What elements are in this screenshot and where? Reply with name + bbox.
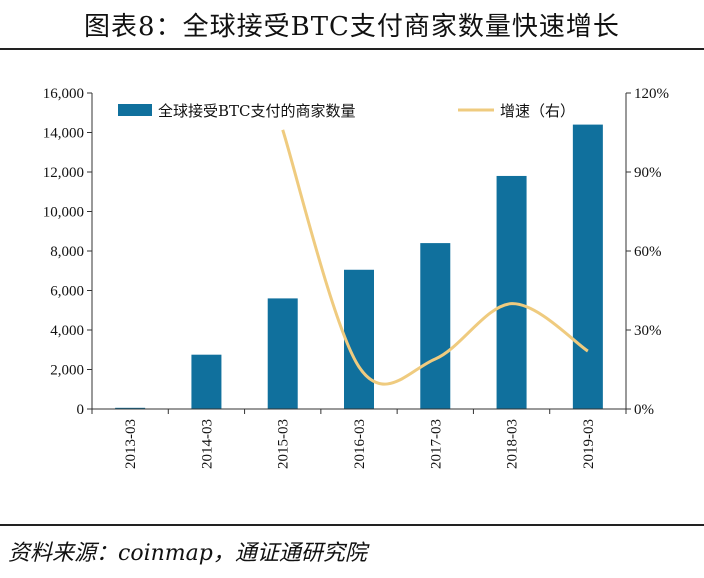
left-tick-label: 12,000 (43, 165, 84, 181)
x-tick-label: 2018-03 (505, 419, 521, 469)
title-divider (0, 48, 704, 50)
left-tick-label: 10,000 (43, 205, 84, 221)
right-tick-label: 0% (634, 402, 654, 418)
legend-bar-swatch (118, 104, 152, 116)
footer-divider (0, 524, 704, 526)
bar (115, 407, 146, 409)
legend-line-label: 增速（右） (500, 102, 575, 120)
x-tick-label: 2013-03 (123, 419, 139, 469)
x-tick-label: 2017-03 (428, 419, 444, 469)
bar (267, 298, 298, 409)
x-tick-label: 2019-03 (581, 419, 597, 469)
x-tick-label: 2015-03 (276, 419, 292, 469)
x-tick-label: 2014-03 (199, 419, 215, 469)
right-tick-label: 60% (634, 244, 662, 260)
bar (344, 269, 374, 409)
x-tick-label: 2016-03 (352, 419, 368, 469)
left-tick-label: 0 (77, 402, 85, 418)
chart: 0 2,000 4,000 6,000 8,000 10,000 12,000 14,000 1… (43, 86, 669, 469)
figure-title: 图表8：全球接受BTC支付商家数量快速增长 (84, 12, 620, 42)
right-tick-label: 30% (634, 323, 662, 339)
bar (420, 243, 451, 409)
bar (572, 124, 603, 409)
right-tick-label: 120% (634, 86, 669, 102)
left-tick-label: 16,000 (43, 86, 84, 102)
legend-bar-label: 全球接受BTC支付的商家数量 (158, 102, 356, 120)
growth-series-line (281, 129, 589, 386)
bar (191, 354, 222, 409)
left-tick-label: 8,000 (50, 244, 84, 260)
left-tick-label: 6,000 (50, 284, 84, 300)
left-tick-label: 14,000 (43, 126, 84, 142)
left-tick-label: 2,000 (50, 363, 84, 379)
bar (496, 175, 527, 409)
source-note: 资料来源：coinmap，通证通研究院 (8, 541, 367, 566)
left-tick-label: 4,000 (50, 323, 84, 339)
right-tick-label: 90% (634, 165, 662, 181)
